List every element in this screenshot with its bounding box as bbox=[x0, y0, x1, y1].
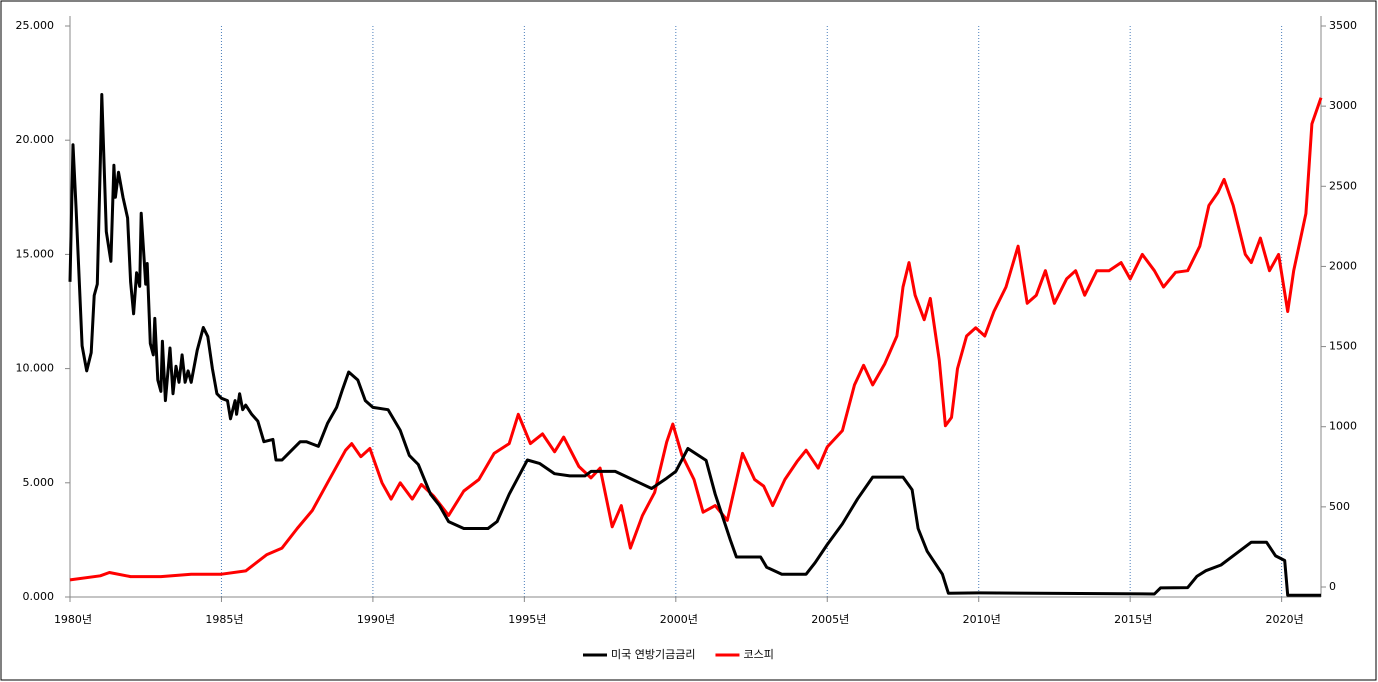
legend-label: 코스피 bbox=[743, 648, 773, 661]
y-tick-label: 10.000 bbox=[16, 362, 55, 375]
x-tick-label: 2010년 bbox=[963, 613, 1001, 626]
x-tick-label: 1995년 bbox=[508, 613, 546, 626]
y2-tick-label: 3000 bbox=[1329, 99, 1357, 112]
y2-tick-label: 3500 bbox=[1329, 19, 1357, 32]
y2-tick-label: 2500 bbox=[1329, 179, 1357, 192]
y-tick-label: 0.000 bbox=[23, 590, 55, 603]
x-tick-label: 1980년 bbox=[54, 613, 92, 626]
legend-label: 미국 연방기금금리 bbox=[611, 648, 695, 661]
x-tick-label: 2015년 bbox=[1114, 613, 1152, 626]
y2-tick-label: 1000 bbox=[1329, 420, 1357, 433]
x-tick-label: 2020년 bbox=[1266, 613, 1304, 626]
y-tick-label: 20.000 bbox=[16, 133, 55, 146]
y-tick-label: 5.000 bbox=[23, 476, 55, 489]
series-line bbox=[69, 97, 1323, 582]
y2-tick-label: 0 bbox=[1329, 580, 1336, 593]
x-tick-label: 1990년 bbox=[357, 613, 395, 626]
y2-tick-label: 500 bbox=[1329, 500, 1350, 513]
y-tick-label: 15.000 bbox=[16, 247, 55, 260]
y-tick-label: 25.000 bbox=[16, 19, 55, 32]
y2-tick-label: 1500 bbox=[1329, 340, 1357, 353]
y2-tick-label: 2000 bbox=[1329, 259, 1357, 272]
series-line bbox=[68, 93, 1321, 597]
x-tick-label: 2005년 bbox=[811, 613, 849, 626]
x-tick-label: 2000년 bbox=[660, 613, 698, 626]
x-tick-label: 1985년 bbox=[205, 613, 243, 626]
